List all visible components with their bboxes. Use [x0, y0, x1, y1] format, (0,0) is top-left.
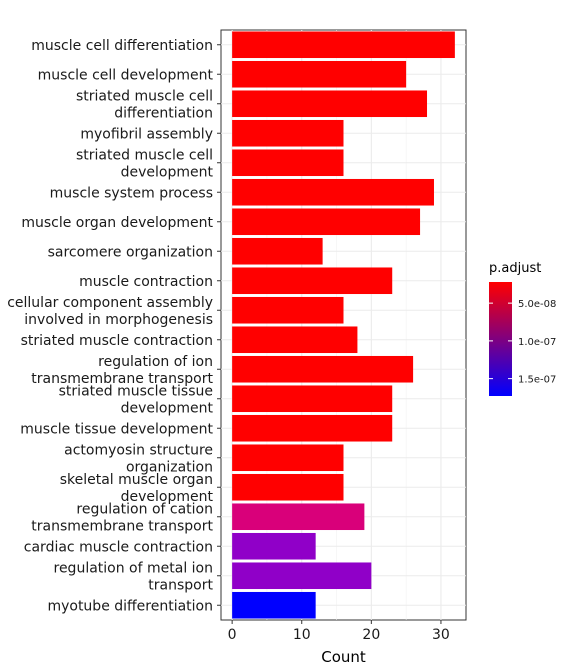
- plot-panel: [220, 29, 467, 621]
- legend-ticks: 5.0e-08 1.0e-07 1.5e-07: [489, 299, 556, 386]
- legend-tick-label: 5.0e-08: [518, 299, 556, 310]
- bar: [232, 444, 344, 472]
- bar: [232, 562, 372, 590]
- category-label: striated muscle tissue development: [59, 383, 214, 416]
- bar: [232, 237, 323, 265]
- legend-title: p.adjust: [489, 261, 541, 276]
- category-label: muscle organ development: [21, 215, 213, 231]
- bar: [232, 208, 421, 236]
- bar: [232, 385, 393, 413]
- category-label: regulation of cation transmembrane transp…: [31, 501, 213, 534]
- bar: [232, 591, 316, 619]
- bar: [232, 326, 358, 354]
- x-tick-label: 10: [293, 627, 311, 643]
- category-label: muscle cell development: [38, 67, 214, 83]
- legend-tick-label: 1.0e-07: [518, 337, 556, 348]
- category-label: myofibril assembly: [80, 126, 213, 142]
- bar: [232, 178, 434, 206]
- bar: [232, 355, 414, 383]
- category-label: striated muscle cell development: [76, 147, 214, 180]
- bar: [232, 267, 393, 295]
- category-label: striated muscle cell differentiation: [76, 88, 213, 121]
- category-label: sarcomere organization: [48, 244, 213, 260]
- category-label: muscle system process: [50, 185, 213, 201]
- bar: [232, 296, 344, 324]
- category-label: muscle contraction: [79, 274, 213, 290]
- category-label: actomyosin structure organization: [64, 442, 213, 475]
- x-axis: 0 10 20 30: [228, 620, 450, 643]
- category-label: cellular component assembly involved in m…: [7, 295, 213, 328]
- bar: [232, 414, 393, 442]
- legend: p.adjust 5.0e-08 1.0e-07 1.5e-07: [489, 261, 556, 396]
- category-label: cardiac muscle contraction: [24, 539, 213, 555]
- bars: [232, 31, 455, 619]
- bar: [232, 90, 428, 118]
- legend-tick-label: 1.5e-07: [518, 375, 556, 386]
- category-label: muscle tissue development: [20, 421, 213, 437]
- category-label: skeletal muscle organ development: [60, 472, 214, 505]
- bar: [232, 503, 365, 531]
- legend-colorbar: [489, 282, 512, 396]
- category-label: myotube differentiation: [47, 598, 213, 614]
- category-label: regulation of metal ion transport: [54, 560, 214, 593]
- bar: [232, 532, 316, 560]
- category-labels: muscle cell differentiation muscle cell d…: [7, 38, 221, 614]
- x-axis-title: Count: [321, 648, 366, 666]
- category-label: muscle cell differentiation: [31, 38, 213, 54]
- bar: [232, 31, 455, 59]
- x-tick-label: 0: [228, 627, 237, 643]
- category-label: regulation of ion transmembrane transport: [31, 354, 213, 387]
- x-tick-label: 20: [362, 627, 380, 643]
- bar: [232, 149, 344, 177]
- bar: [232, 473, 344, 501]
- x-tick-label: 30: [432, 627, 450, 643]
- bar: [232, 119, 344, 147]
- bar: [232, 60, 407, 88]
- category-label: striated muscle contraction: [21, 333, 213, 349]
